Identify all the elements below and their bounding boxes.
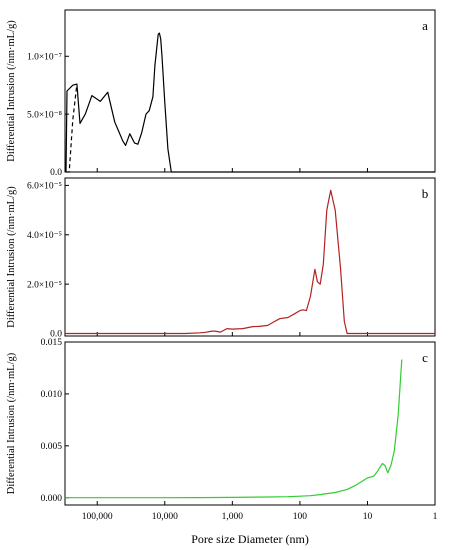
x-tick-label: 100: [293, 512, 308, 522]
series-line: [66, 84, 78, 173]
series-line: [65, 189, 435, 335]
panel-a: 0.0 5.0×10⁻⁸ 1.0×10⁻⁷ Differential Intrusio…: [6, 9, 436, 178]
y-tick-label: 2.0×10⁻⁵: [27, 280, 62, 290]
x-tick-label: 1,000: [222, 512, 244, 522]
y-tick-label: 0.0: [50, 168, 62, 178]
y-tick-label: 1.0×10⁻⁷: [27, 52, 62, 62]
panel-letter: a: [422, 18, 428, 33]
x-tick-label: 1: [433, 512, 438, 522]
y-axis-label: Differential Intrusion (/nm·mL/g): [6, 20, 17, 162]
x-tick-label: 10: [363, 512, 373, 522]
x-tick-label: 100,000: [82, 512, 113, 522]
plot-frame: [64, 177, 436, 337]
y-tick-label: 0.000: [41, 494, 63, 504]
series-line: [65, 32, 435, 173]
panel-letter: c: [422, 350, 428, 365]
y-axis-label: Differential Intrusion (/nm·mL/g): [6, 186, 17, 328]
y-tick-label: 0.005: [41, 442, 63, 452]
x-axis-label: Pore size Diameter (nm): [191, 532, 309, 546]
panel-b: 0.0 2.0×10⁻⁵ 4.0×10⁻⁵ 6.0×10⁻⁵ Differential …: [6, 177, 436, 340]
y-tick-label: 5.0×10⁻⁸: [27, 110, 62, 120]
y-tick-label: 0.0: [50, 330, 62, 340]
plot-frame: [64, 341, 436, 506]
y-tick-label: 4.0×10⁻⁵: [27, 231, 62, 241]
plot-frame: [64, 9, 436, 173]
panel-c: 0.000 0.005 0.010 0.015 100,000 10,000 1,000 10…: [6, 338, 438, 546]
x-tick-label: 10,000: [152, 512, 178, 522]
y-tick-label: 0.010: [41, 390, 63, 400]
series-line: [65, 359, 403, 499]
panel-letter: b: [422, 186, 429, 201]
y-tick-label: 0.015: [41, 338, 63, 348]
y-tick-label: 6.0×10⁻⁵: [27, 182, 62, 192]
y-axis-label: Differential Intrusion (/nm·mL/g): [6, 352, 17, 494]
